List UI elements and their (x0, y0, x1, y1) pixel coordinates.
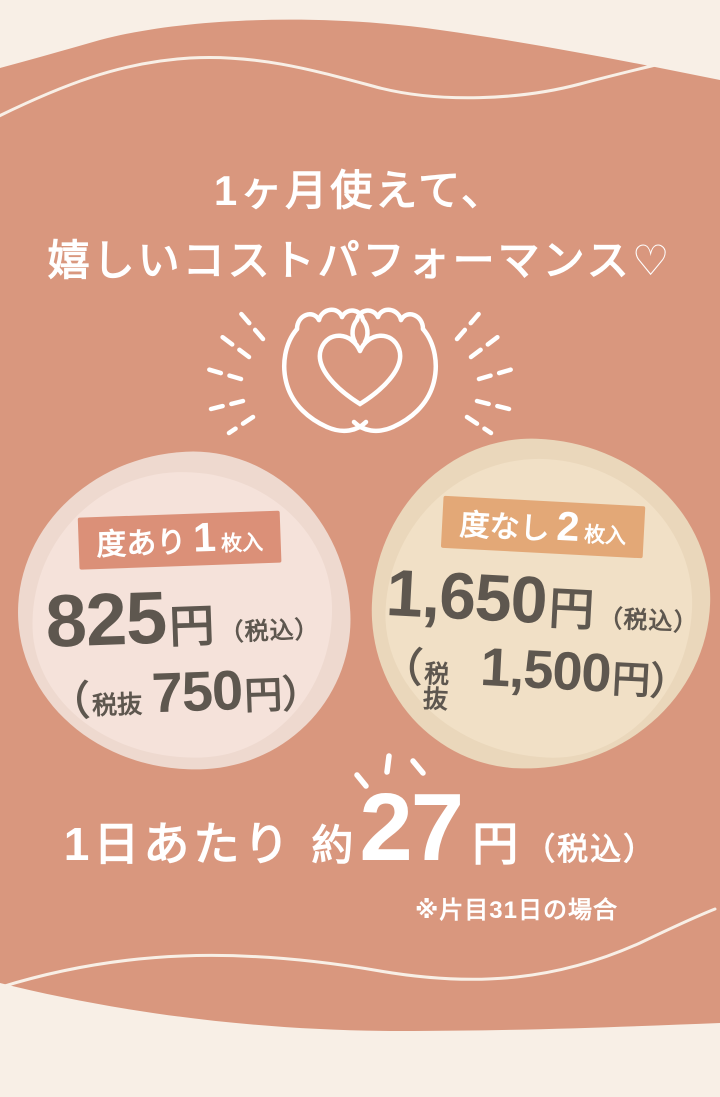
daily-currency: 円 (472, 818, 519, 870)
tax-excluded-suffix: 円） (611, 658, 690, 705)
tax-excluded-label: 税抜 (422, 660, 450, 715)
price-amount: 825 (44, 575, 168, 663)
badge-count: 1 (192, 513, 217, 561)
paren-open: （ (381, 644, 424, 691)
daily-amount: 27 (359, 774, 464, 881)
daily-footnote: ※片目31日の場合 (414, 897, 618, 924)
sparkle-burst-icon (354, 753, 427, 789)
badge-unit: 枚入 (583, 523, 627, 549)
sparkle-left-icon (204, 306, 266, 436)
bottom-wave-decoration (0, 907, 720, 1097)
badge-label: 度なし (458, 508, 551, 547)
daily-amount-wrap: 27 (354, 753, 464, 876)
price-card-with-power: 度あり 1 枚入 825 円 （税込） （ 税抜 750 円） (9, 443, 359, 779)
heart-hands-icon (204, 306, 516, 436)
price-card-with-power-inner: 度あり 1 枚入 825 円 （税込） （ 税抜 750 円） (27, 466, 338, 764)
price-card-no-power-inner: 度なし 2 枚入 1,650 円 （税込） （ 税抜 1,500 円） (378, 451, 700, 765)
headline-line-1: 1ヶ月使えて、 (213, 167, 507, 214)
price-tax-included: 825 円 （税込） (44, 575, 321, 663)
bottom-wave-line (0, 907, 717, 990)
daily-prefix: 1日あたり (63, 818, 294, 870)
daily-cost-section: 1日あたり 約 27 円 （税込） ※片目31日の場合 (0, 753, 720, 925)
tax-excluded-suffix: 円） (243, 673, 322, 718)
tax-included-note: （税込） (597, 605, 700, 638)
daily-cost-line: 1日あたり 約 27 円 （税込） (0, 753, 720, 876)
daily-approx: 約 (311, 822, 354, 869)
badge-label: 度あり (95, 525, 187, 563)
tax-excluded-amount: 1,500 (478, 636, 613, 704)
sparkle-right-icon (454, 306, 516, 436)
currency-label: 円 (547, 582, 596, 636)
paren-open: （ (49, 679, 91, 725)
top-wave-line (0, 47, 720, 118)
tax-included-note: （税込） (219, 616, 321, 647)
price-amount: 1,650 (384, 554, 549, 638)
price-tax-excluded: （ 税抜 1,500 円） (380, 635, 690, 726)
badge-count: 2 (555, 502, 581, 550)
tax-excluded-amount: 750 (150, 658, 244, 725)
top-wave-decoration (0, 0, 720, 118)
currency-label: 円 (168, 600, 216, 653)
headline-line-2: 嬉しいコストパフォーマンス♡ (47, 237, 673, 284)
price-tax-excluded: （ 税抜 750 円） (49, 658, 322, 725)
product-badge-with-power: 度あり 1 枚入 (77, 510, 282, 570)
price-card-no-power: 度なし 2 枚入 1,650 円 （税込） （ 税抜 1,500 円） (366, 433, 716, 775)
headline: 1ヶ月使えて、 嬉しいコストパフォーマンス♡ (0, 156, 720, 296)
tax-excluded-label: 税抜 (91, 690, 143, 721)
price-tax-included: 1,650 円 （税込） (384, 554, 700, 641)
badge-unit: 枚入 (220, 531, 264, 556)
daily-tax-note: （税込） (524, 832, 657, 867)
product-badge-no-power: 度なし 2 枚入 (440, 495, 646, 559)
